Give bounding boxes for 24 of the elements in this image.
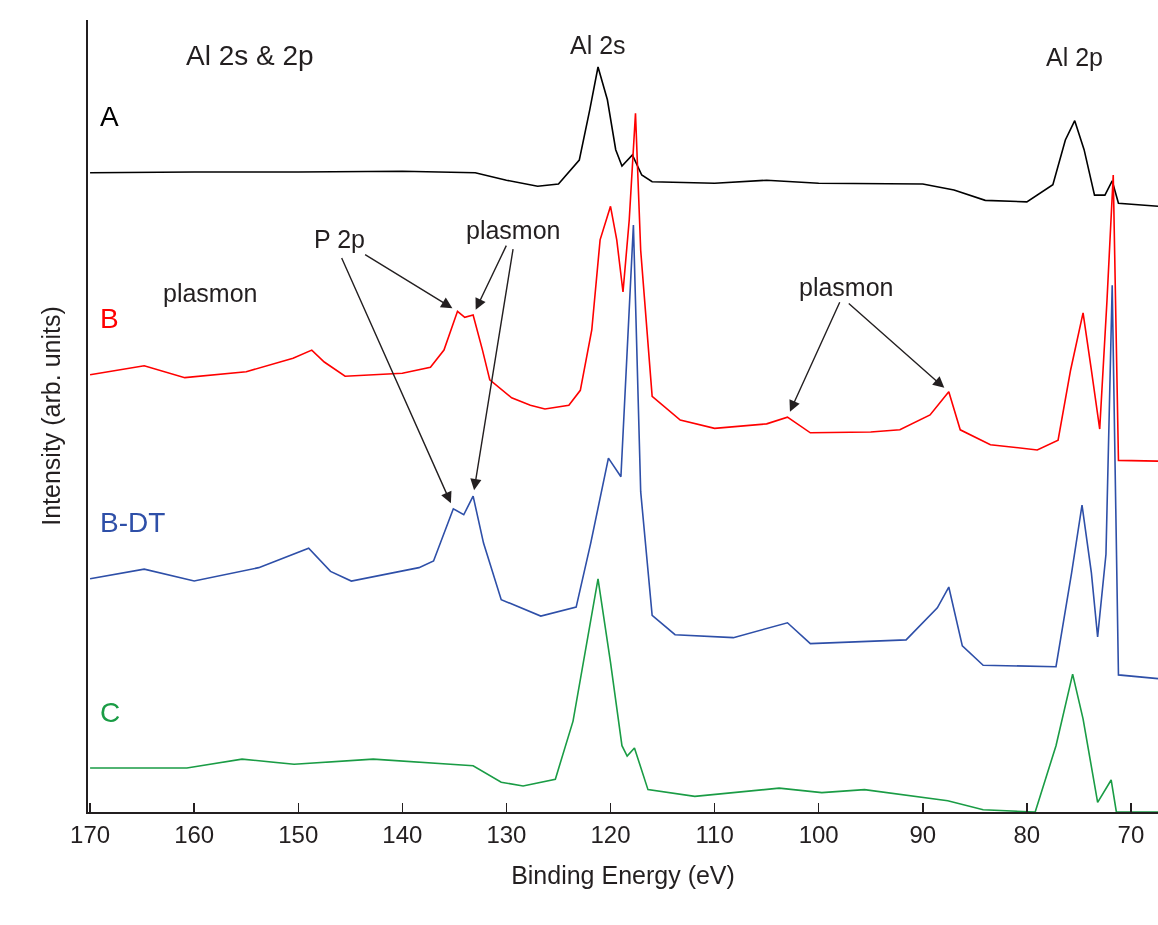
series-label: B-DT <box>100 507 166 538</box>
x-tick-label: 160 <box>174 820 215 848</box>
annotation: P 2p <box>314 225 365 253</box>
x-tick-label: 70 <box>1117 820 1145 848</box>
x-tick-label: 120 <box>590 820 631 848</box>
annotation: plasmon <box>799 273 894 301</box>
annotation: Al 2s <box>570 31 626 59</box>
series-label: A <box>100 101 119 132</box>
x-tick-label: 80 <box>1013 820 1041 848</box>
x-tick-label: 110 <box>695 820 734 848</box>
x-tick-label: 140 <box>382 820 423 848</box>
x-tick-label: 170 <box>70 820 111 848</box>
annotation: Al 2p <box>1046 43 1103 71</box>
annotation: plasmon <box>163 279 258 307</box>
x-tick-label: 90 <box>909 820 937 848</box>
y-axis-title: Intensity (arb. units) <box>37 306 66 526</box>
annotation: plasmon <box>466 216 561 244</box>
x-tick-label: 130 <box>486 820 527 848</box>
x-tick-label: 150 <box>278 820 319 848</box>
x-axis-title: Binding Energy (eV) <box>511 861 735 890</box>
series-label: B <box>100 303 119 334</box>
series-label: C <box>100 697 121 728</box>
annotation: Al 2s & 2p <box>186 40 314 71</box>
x-tick-label: 100 <box>798 820 839 848</box>
